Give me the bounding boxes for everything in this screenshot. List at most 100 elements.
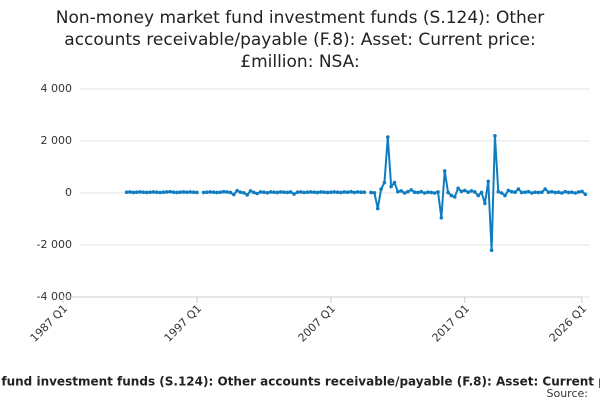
y-tick-label: 2 000 [41, 134, 73, 147]
x-tick-label: 1987 Q1 [28, 302, 71, 345]
legend-entry: Non-money market fund investment funds (… [0, 375, 600, 389]
point [496, 189, 501, 194]
point [185, 190, 189, 195]
point [556, 190, 561, 195]
point [429, 190, 434, 195]
point [406, 189, 410, 194]
point [262, 190, 266, 195]
point [503, 193, 507, 198]
point [570, 190, 574, 195]
point [312, 190, 316, 195]
point [191, 190, 196, 195]
point [298, 190, 303, 194]
point [412, 190, 417, 195]
point [523, 190, 527, 195]
point [285, 190, 290, 195]
point [205, 190, 209, 195]
point [138, 190, 142, 194]
point [550, 189, 554, 194]
point [583, 192, 588, 197]
point [459, 189, 464, 194]
point [255, 191, 260, 196]
point [352, 190, 357, 195]
point [533, 190, 537, 195]
point [181, 190, 186, 194]
point [128, 190, 132, 194]
point [402, 191, 407, 195]
point [442, 169, 447, 173]
point [526, 189, 531, 194]
point [399, 189, 403, 193]
point [332, 190, 337, 194]
point [466, 190, 470, 195]
point [540, 190, 544, 195]
point [238, 190, 243, 195]
chart-title: Non-money market fund investment funds (… [56, 8, 544, 28]
point [245, 193, 249, 197]
point [148, 190, 152, 195]
x-tick-label: 2017 Q1 [430, 302, 473, 345]
point [308, 190, 313, 194]
point [509, 189, 514, 194]
point [560, 191, 564, 195]
point [473, 190, 477, 194]
point [231, 192, 236, 197]
point [339, 190, 343, 195]
point [211, 190, 216, 195]
point [235, 188, 239, 193]
point [469, 189, 474, 193]
point [452, 195, 457, 199]
point [566, 190, 571, 195]
point [272, 190, 276, 195]
point [144, 190, 149, 195]
point [389, 184, 393, 189]
point [422, 191, 427, 195]
point [319, 190, 323, 194]
point [416, 190, 420, 195]
point [282, 190, 286, 195]
point [483, 201, 487, 206]
point [396, 189, 400, 194]
y-tick-label: -2 000 [37, 238, 72, 251]
point [154, 190, 159, 195]
source-label: Source: [547, 387, 589, 400]
point [553, 190, 558, 195]
point [379, 187, 383, 191]
point [456, 186, 460, 191]
point [158, 190, 162, 195]
point [288, 190, 293, 194]
y-tick-label: 4 000 [41, 82, 73, 95]
point [436, 190, 440, 194]
point [258, 190, 263, 194]
x-tick-label: 2026 Q1 [547, 302, 590, 345]
point [359, 190, 363, 195]
point [529, 191, 534, 195]
point [141, 190, 146, 195]
point [221, 189, 226, 194]
point [325, 190, 330, 195]
point [372, 190, 377, 195]
point [493, 134, 497, 138]
point [292, 192, 296, 196]
point [426, 190, 430, 195]
point [151, 190, 156, 194]
point [385, 135, 390, 139]
point [573, 191, 578, 195]
point [479, 190, 484, 195]
point [499, 191, 504, 195]
point [580, 189, 584, 194]
point [178, 190, 182, 195]
point [463, 188, 467, 193]
point [335, 190, 340, 195]
point [432, 191, 437, 195]
point [409, 188, 414, 192]
chart-title: £million: NSA: [240, 52, 359, 72]
point [265, 190, 270, 195]
point [225, 190, 229, 194]
point [165, 190, 169, 194]
point [252, 190, 256, 195]
point [242, 190, 246, 195]
point [362, 190, 367, 195]
point [419, 189, 424, 194]
point [208, 190, 213, 194]
